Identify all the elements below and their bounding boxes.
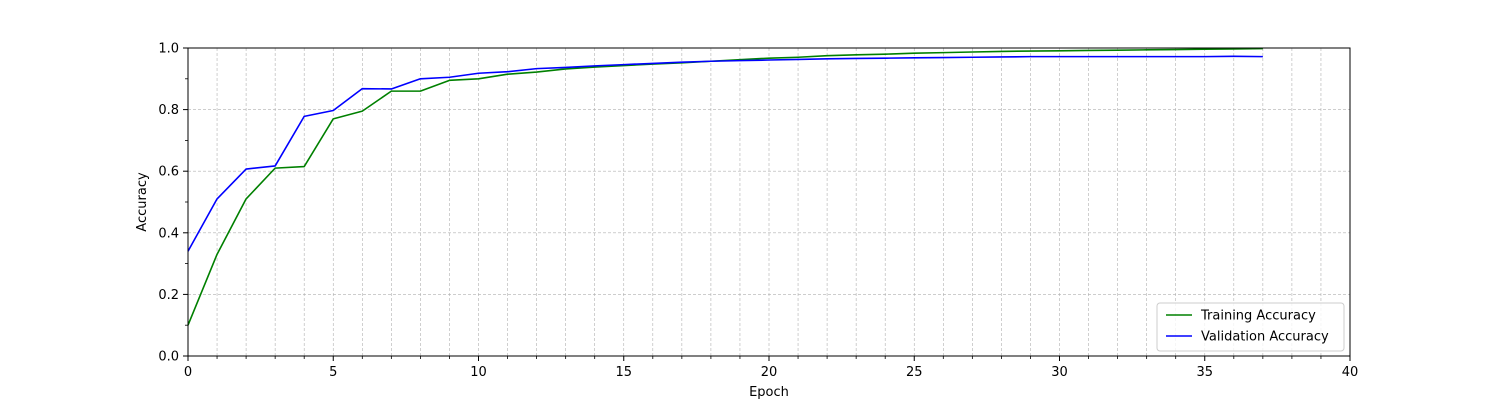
legend: Training Accuracy Validation Accuracy: [1156, 302, 1345, 352]
series-layer: [187, 47, 1263, 326]
y-tick-label: 1.0: [158, 42, 179, 57]
x-tick-label: 35: [1196, 365, 1213, 380]
x-tick-label: 25: [906, 365, 923, 380]
x-tick-label: 15: [615, 365, 632, 380]
x-tick-label: 40: [1342, 365, 1359, 380]
axis-ticks: 0 5 10 15 20 25 30 35 40 0.0 0.2 0.4 0.6 0.8 1.0: [158, 42, 1358, 381]
x-tick-label: 5: [329, 365, 337, 380]
validation-accuracy-line: [187, 55, 1263, 252]
x-tick-label: 30: [1051, 365, 1068, 380]
legend-entry-label: Training Accuracy: [1200, 309, 1316, 324]
y-tick-label: 0.6: [158, 165, 179, 180]
legend-box: [1156, 302, 1345, 352]
x-axis-label: Epoch: [749, 385, 789, 400]
legend-entry-label: Validation Accuracy: [1201, 330, 1329, 345]
y-tick-label: 0.4: [158, 226, 179, 241]
y-tick-label: 0.0: [158, 350, 179, 365]
x-tick-label: 10: [470, 365, 487, 380]
y-axis-label: Accuracy: [135, 172, 150, 232]
y-tick-label: 0.8: [158, 103, 179, 118]
x-tick-label: 0: [184, 365, 192, 380]
y-tick-label: 0.2: [158, 288, 179, 303]
x-tick-label: 20: [761, 365, 778, 380]
